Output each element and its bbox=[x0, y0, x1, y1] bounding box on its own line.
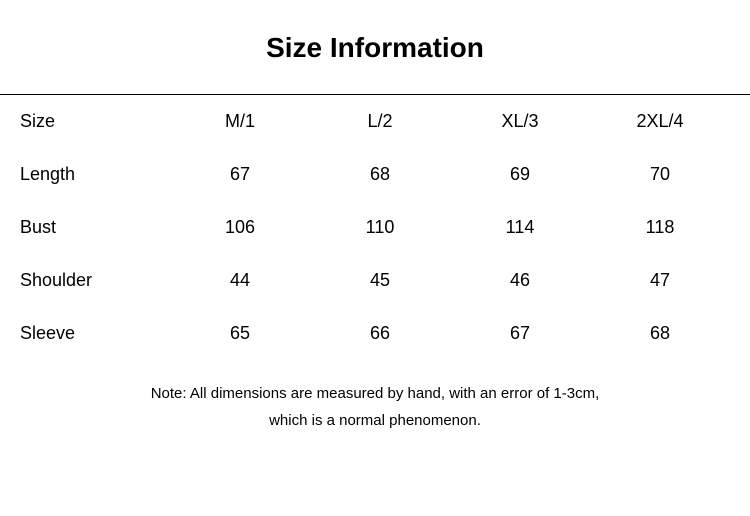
table-row: Sleeve 65 66 67 68 bbox=[20, 307, 730, 360]
note-line-1: Note: All dimensions are measured by han… bbox=[40, 380, 710, 407]
cell-shoulder-1: 45 bbox=[310, 270, 450, 291]
row-label-shoulder: Shoulder bbox=[20, 270, 170, 291]
size-info-container: Size Information Size M/1 L/2 XL/3 2XL/4… bbox=[0, 0, 750, 516]
page-title: Size Information bbox=[0, 0, 750, 94]
table-row: Bust 106 110 114 118 bbox=[20, 201, 730, 254]
cell-size-xl: XL/3 bbox=[450, 111, 590, 132]
cell-bust-0: 106 bbox=[170, 217, 310, 238]
note-text: Note: All dimensions are measured by han… bbox=[0, 360, 750, 434]
cell-bust-1: 110 bbox=[310, 217, 450, 238]
cell-size-l: L/2 bbox=[310, 111, 450, 132]
note-line-2: which is a normal phenomenon. bbox=[40, 407, 710, 434]
cell-length-0: 67 bbox=[170, 164, 310, 185]
cell-length-2: 69 bbox=[450, 164, 590, 185]
row-label-size: Size bbox=[20, 111, 170, 132]
table-row: Shoulder 44 45 46 47 bbox=[20, 254, 730, 307]
size-table: Size M/1 L/2 XL/3 2XL/4 Length 67 68 69 … bbox=[0, 95, 750, 360]
cell-shoulder-3: 47 bbox=[590, 270, 730, 291]
cell-bust-3: 118 bbox=[590, 217, 730, 238]
cell-length-1: 68 bbox=[310, 164, 450, 185]
cell-sleeve-1: 66 bbox=[310, 323, 450, 344]
cell-size-m: M/1 bbox=[170, 111, 310, 132]
cell-length-3: 70 bbox=[590, 164, 730, 185]
row-label-bust: Bust bbox=[20, 217, 170, 238]
row-label-sleeve: Sleeve bbox=[20, 323, 170, 344]
cell-sleeve-3: 68 bbox=[590, 323, 730, 344]
cell-sleeve-2: 67 bbox=[450, 323, 590, 344]
cell-bust-2: 114 bbox=[450, 217, 590, 238]
table-row: Size M/1 L/2 XL/3 2XL/4 bbox=[20, 95, 730, 148]
table-row: Length 67 68 69 70 bbox=[20, 148, 730, 201]
cell-size-2xl: 2XL/4 bbox=[590, 111, 730, 132]
cell-shoulder-0: 44 bbox=[170, 270, 310, 291]
cell-shoulder-2: 46 bbox=[450, 270, 590, 291]
row-label-length: Length bbox=[20, 164, 170, 185]
cell-sleeve-0: 65 bbox=[170, 323, 310, 344]
